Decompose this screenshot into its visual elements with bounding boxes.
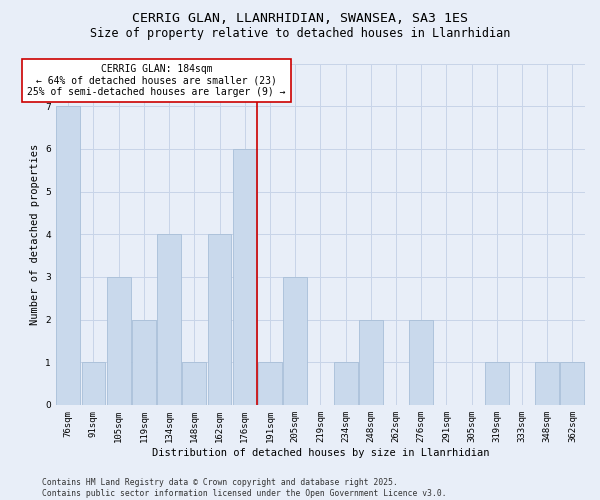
Y-axis label: Number of detached properties: Number of detached properties (29, 144, 40, 325)
Text: CERRIG GLAN: 184sqm
← 64% of detached houses are smaller (23)
25% of semi-detach: CERRIG GLAN: 184sqm ← 64% of detached ho… (27, 64, 286, 97)
Bar (258, 362, 282, 405)
Bar (535, 362, 559, 405)
Bar (560, 362, 584, 405)
Bar (485, 362, 509, 405)
Text: Size of property relative to detached houses in Llanrhidian: Size of property relative to detached ho… (90, 28, 510, 40)
Bar (283, 277, 307, 405)
Bar (56, 106, 80, 405)
Bar (208, 234, 232, 405)
Bar (107, 277, 131, 405)
Text: CERRIG GLAN, LLANRHIDIAN, SWANSEA, SA3 1ES: CERRIG GLAN, LLANRHIDIAN, SWANSEA, SA3 1… (132, 12, 468, 26)
Bar (233, 149, 257, 405)
Bar (82, 362, 106, 405)
Bar (334, 362, 358, 405)
X-axis label: Distribution of detached houses by size in Llanrhidian: Distribution of detached houses by size … (152, 448, 489, 458)
Bar (132, 320, 156, 405)
Bar (409, 320, 433, 405)
Bar (157, 234, 181, 405)
Bar (359, 320, 383, 405)
Bar (182, 362, 206, 405)
Text: Contains HM Land Registry data © Crown copyright and database right 2025.
Contai: Contains HM Land Registry data © Crown c… (42, 478, 446, 498)
